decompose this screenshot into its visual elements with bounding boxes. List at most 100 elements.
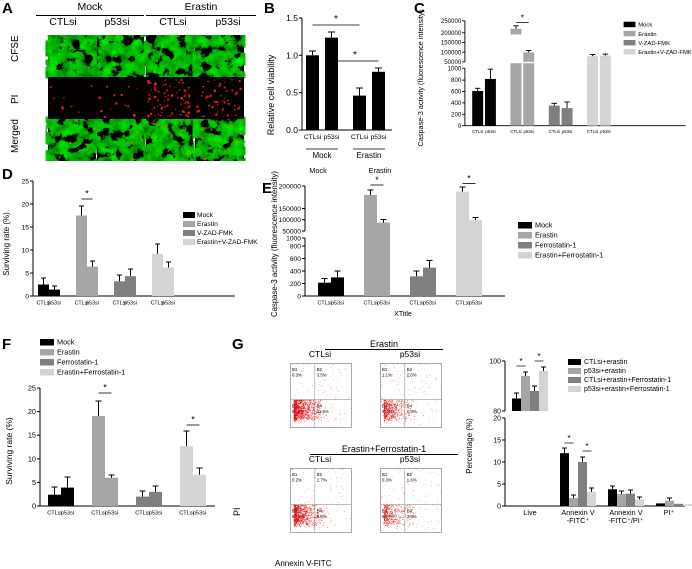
svg-text:0.5: 0.5	[286, 88, 298, 98]
svg-text:10: 10	[28, 454, 36, 463]
svg-text:p53si: p53si	[371, 134, 387, 141]
svg-text:*: *	[585, 442, 588, 451]
svg-text:15: 15	[28, 431, 36, 440]
svg-text:CTLsi: CTLsi	[317, 300, 331, 306]
svg-text:Erastin+V-ZAD-FMK: Erastin+V-ZAD-FMK	[638, 50, 692, 56]
svg-text:V-ZAD-FMK: V-ZAD-FMK	[638, 41, 670, 47]
svg-text:20: 20	[28, 407, 36, 416]
svg-text:Erastin: Erastin	[357, 151, 382, 160]
svg-text:CTLsi: CTLsi	[587, 129, 598, 134]
svg-text:p53si: p53si	[600, 129, 610, 134]
svg-text:p53si: p53si	[61, 511, 74, 517]
svg-text:B1: B1	[292, 472, 298, 477]
svg-text:CTLsi: CTLsi	[409, 300, 423, 306]
svg-text:XTitle: XTitle	[394, 311, 412, 318]
svg-text:B2: B2	[317, 367, 323, 372]
svg-text:Mock: Mock	[312, 151, 332, 160]
svg-text:800: 800	[451, 77, 462, 84]
svg-text:*: *	[375, 175, 379, 185]
svg-text:p53si: p53si	[86, 300, 99, 306]
svg-text:CTLsi: CTLsi	[363, 300, 377, 306]
svg-text:Mock: Mock	[197, 212, 214, 219]
svg-text:*: *	[567, 434, 570, 443]
svg-text:p53si+erastin+Ferrostatin-1: p53si+erastin+Ferrostatin-1	[584, 386, 670, 393]
svg-text:600: 600	[290, 256, 301, 263]
svg-text:1000: 1000	[286, 235, 301, 242]
svg-text:Erastin: Erastin	[535, 231, 558, 240]
svg-text:*: *	[519, 357, 522, 366]
svg-text:1000: 1000	[448, 65, 462, 72]
svg-text:Erastin: Erastin	[638, 32, 656, 38]
svg-text:0: 0	[297, 293, 301, 300]
svg-text:Caspase-3 activity (fluorescen: Caspase-3 activity (fluorescence intensi…	[416, 10, 425, 146]
svg-text:CTLsi: CTLsi	[455, 300, 469, 306]
svg-text:0.3%: 0.3%	[292, 373, 302, 378]
svg-text:CTLsi: CTLsi	[472, 129, 483, 134]
svg-text:CTLsi: CTLsi	[510, 129, 521, 134]
svg-text:0.0: 0.0	[286, 125, 298, 135]
svg-text:B2: B2	[407, 367, 413, 372]
svg-text:B4: B4	[407, 508, 413, 513]
svg-text:0: 0	[497, 504, 501, 511]
svg-text:p53si: p53si	[331, 300, 344, 306]
svg-text:CTLsi: CTLsi	[47, 511, 62, 517]
svg-text:5: 5	[497, 482, 501, 489]
svg-text:p53si: p53si	[562, 129, 572, 134]
svg-text:Erastin+Ferrostatin-1: Erastin+Ferrostatin-1	[57, 368, 125, 377]
svg-text:2.7%: 2.7%	[317, 478, 327, 483]
svg-text:0.2%: 0.2%	[292, 478, 302, 483]
svg-text:400: 400	[451, 100, 462, 107]
svg-text:p53si: p53si	[485, 129, 495, 134]
svg-text:200000: 200000	[441, 30, 462, 37]
svg-text:p53si: p53si	[162, 300, 175, 306]
svg-text:Surviving rate (%): Surviving rate (%)	[4, 417, 14, 485]
svg-text:p53si: p53si	[423, 300, 436, 306]
svg-text:200000: 200000	[279, 183, 302, 190]
svg-text:*: *	[353, 50, 357, 61]
svg-text:CTLsi: CTLsi	[304, 134, 322, 141]
svg-text:Relative cell viability: Relative cell viability	[266, 54, 276, 135]
svg-text:10: 10	[21, 247, 29, 254]
svg-text:CTLsi: CTLsi	[179, 511, 194, 517]
svg-text:Ferrostatin-1: Ferrostatin-1	[535, 241, 576, 250]
svg-text:p53si: p53si	[124, 300, 137, 306]
svg-text:V-ZAD-FMK: V-ZAD-FMK	[197, 230, 234, 237]
svg-text:*: *	[521, 13, 525, 22]
svg-text:50000: 50000	[282, 228, 301, 235]
svg-text:p53si+erastin: p53si+erastin	[584, 368, 626, 375]
svg-text:CTLsi+erastin+Ferrostatin-1: CTLsi+erastin+Ferrostatin-1	[584, 377, 671, 384]
svg-text:Ferrostatin-1: Ferrostatin-1	[57, 358, 98, 367]
svg-text:PI⁺: PI⁺	[664, 508, 675, 517]
svg-text:-FITC⁺: -FITC⁺	[567, 516, 590, 525]
svg-text:80: 80	[493, 409, 501, 416]
svg-text:0.3%: 0.3%	[382, 478, 392, 483]
svg-text:200: 200	[451, 111, 462, 118]
svg-text:3.5%: 3.5%	[317, 373, 327, 378]
svg-text:1.0: 1.0	[286, 50, 298, 60]
svg-text:*: *	[191, 415, 195, 425]
svg-text:10: 10	[493, 460, 501, 467]
svg-text:CTLsi: CTLsi	[549, 129, 560, 134]
svg-text:200: 200	[290, 281, 301, 288]
svg-text:Mock: Mock	[309, 166, 327, 175]
svg-text:B1: B1	[292, 367, 298, 372]
svg-text:0: 0	[25, 293, 29, 300]
svg-text:1.5: 1.5	[286, 13, 298, 23]
svg-text:Erastin: Erastin	[57, 348, 80, 357]
svg-text:Erastin: Erastin	[369, 166, 392, 175]
svg-text:100000: 100000	[441, 49, 462, 56]
svg-text:*: *	[537, 352, 540, 361]
svg-text:B1: B1	[382, 472, 388, 477]
svg-text:CTLsi: CTLsi	[91, 511, 106, 517]
svg-text:CTLsi: CTLsi	[351, 134, 369, 141]
svg-text:Erastin+V-ZAD-FMK: Erastin+V-ZAD-FMK	[197, 239, 258, 246]
svg-text:p53si: p53si	[324, 134, 340, 141]
svg-text:B2: B2	[407, 472, 413, 477]
svg-text:0: 0	[32, 502, 36, 511]
svg-text:400: 400	[290, 268, 301, 275]
svg-text:5: 5	[32, 478, 36, 487]
svg-text:20: 20	[493, 416, 501, 423]
svg-text:*: *	[334, 14, 338, 25]
svg-text:p53si: p53si	[193, 511, 206, 517]
svg-text:20: 20	[21, 201, 29, 208]
